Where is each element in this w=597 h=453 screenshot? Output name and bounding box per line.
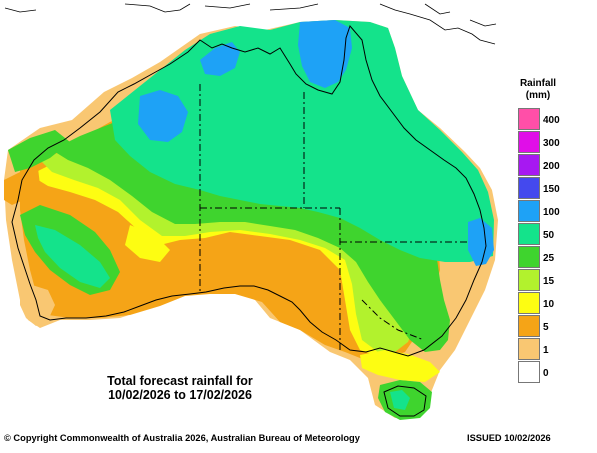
legend-label: 300 <box>543 138 560 149</box>
legend-label: 100 <box>543 207 560 218</box>
legend-label: 200 <box>543 161 560 172</box>
legend-swatch <box>518 131 540 153</box>
footer: © Copyright Commonwealth of Australia 20… <box>0 432 597 453</box>
copyright-text: © Copyright Commonwealth of Australia 20… <box>4 433 360 443</box>
australia-coastline <box>11 25 487 357</box>
legend-item: 50 <box>518 223 588 246</box>
legend-title-line2: (mm) <box>525 90 551 101</box>
map-caption-line1: Total forecast rainfall for <box>107 374 253 388</box>
legend-swatch <box>518 269 540 291</box>
legend-label: 150 <box>543 184 560 195</box>
legend-item: 300 <box>518 131 588 154</box>
legend-label: 5 <box>543 322 549 333</box>
legend-item: 25 <box>518 246 588 269</box>
legend-label: 50 <box>543 230 555 241</box>
neighbour-coastlines <box>4 3 497 45</box>
legend-item: 1 <box>518 338 588 361</box>
legend-item: 0 <box>518 361 588 384</box>
legend-swatch <box>518 361 540 383</box>
legend-item: 10 <box>518 292 588 315</box>
legend-label: 15 <box>543 276 555 287</box>
legend-item: 5 <box>518 315 588 338</box>
legend-item: 100 <box>518 200 588 223</box>
legend-swatch <box>518 200 540 222</box>
state-borders <box>199 84 470 350</box>
tasmania-coastline <box>383 385 427 417</box>
legend-title: Rainfall (mm) <box>511 78 565 102</box>
legend-swatch <box>518 223 540 245</box>
legend-label: 400 <box>543 115 560 126</box>
map-caption-line2: 10/02/2026 to 17/02/2026 <box>108 388 252 402</box>
legend-swatch <box>518 154 540 176</box>
legend-label: 0 <box>543 368 549 379</box>
issued-date: ISSUED 10/02/2026 <box>467 433 551 443</box>
legend-swatch <box>518 246 540 268</box>
legend-swatch <box>518 108 540 130</box>
legend-label: 1 <box>543 345 549 356</box>
legend-swatch <box>518 292 540 314</box>
legend-swatch <box>518 177 540 199</box>
legend-swatch <box>518 338 540 360</box>
legend-item: 400 <box>518 108 588 131</box>
legend-label: 10 <box>543 299 555 310</box>
legend-swatch <box>518 315 540 337</box>
legend-item: 200 <box>518 154 588 177</box>
legend-title-line1: Rainfall <box>519 78 557 89</box>
legend-item: 150 <box>518 177 588 200</box>
legend-label: 25 <box>543 253 555 264</box>
legend-item: 15 <box>518 269 588 292</box>
rainfall-fill <box>4 20 498 420</box>
